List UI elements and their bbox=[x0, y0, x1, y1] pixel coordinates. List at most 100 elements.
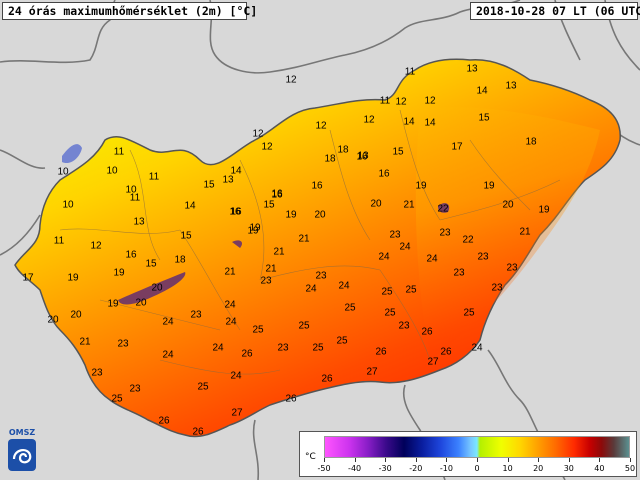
station-temperature-label: 23 bbox=[453, 268, 465, 279]
station-temperature-label: 24 bbox=[230, 371, 242, 382]
station-temperature-label: 15 bbox=[180, 231, 192, 242]
station-temperature-label: 13 bbox=[505, 81, 517, 92]
station-temperature-label: 20 bbox=[370, 199, 382, 210]
station-temperature-label: 25 bbox=[111, 394, 123, 405]
station-temperature-label: 14 bbox=[184, 201, 196, 212]
station-temperature-label: 24 bbox=[162, 350, 174, 361]
station-temperature-label: 15 bbox=[392, 147, 404, 158]
station-temperature-label: 16 bbox=[356, 152, 368, 163]
station-temperature-label: 24 bbox=[426, 254, 438, 265]
station-temperature-label: 21 bbox=[298, 234, 310, 245]
station-temperature-label: 13 bbox=[133, 217, 145, 228]
station-temperature-label: 13 bbox=[357, 151, 369, 162]
station-temperature-label: 14 bbox=[403, 117, 415, 128]
station-temperature-label: 19 bbox=[483, 181, 495, 192]
station-temperature-label: 23 bbox=[491, 283, 503, 294]
legend-ticks: -50 -40 -30 -20 -10 0 10 20 30 40 50 bbox=[317, 458, 635, 474]
station-temperature-label: 15 bbox=[145, 259, 157, 270]
lake-shape bbox=[62, 144, 82, 164]
station-temperature-label: 20 bbox=[47, 315, 59, 326]
legend-tick-mark bbox=[354, 458, 356, 462]
station-temperature-label: 25 bbox=[312, 343, 324, 354]
station-temperature-label: 13 bbox=[466, 64, 478, 75]
station-temperature-label: 23 bbox=[260, 276, 272, 287]
station-temperature-label: 10 bbox=[62, 200, 74, 211]
station-temperature-label: 25 bbox=[197, 382, 209, 393]
station-temperature-label: 11 bbox=[54, 236, 65, 247]
station-temperature-label: 24 bbox=[399, 242, 411, 253]
station-temperature-label: 11 bbox=[130, 193, 141, 204]
station-temperature-label: 18 bbox=[324, 154, 336, 165]
map-title: 24 órás maximumhőmérséklet (2m) [°C] bbox=[2, 2, 257, 20]
station-temperature-label: 12 bbox=[261, 142, 273, 153]
dark-water-north bbox=[438, 203, 450, 213]
legend-tick-label: -20 bbox=[409, 464, 423, 473]
legend-tick-label: 40 bbox=[594, 464, 605, 473]
legend-tick-mark bbox=[507, 458, 509, 462]
station-temperature-label: 23 bbox=[439, 228, 451, 239]
station-temperature-label: 19 bbox=[249, 223, 261, 234]
station-temperature-label: 24 bbox=[224, 300, 236, 311]
station-temperature-label: 20 bbox=[70, 310, 82, 321]
station-temperature-label: 20 bbox=[135, 298, 147, 309]
station-temperature-label: 27 bbox=[427, 357, 439, 368]
station-temperature-label: 12 bbox=[363, 115, 375, 126]
legend-tick-mark bbox=[477, 458, 478, 462]
station-temperature-label: 19 bbox=[113, 268, 125, 279]
legend-tick-mark bbox=[538, 458, 540, 462]
legend-tick-mark bbox=[324, 458, 325, 462]
station-temperature-label: 19 bbox=[415, 181, 427, 192]
station-temperature-label: 25 bbox=[381, 287, 393, 298]
legend-tick-label: -30 bbox=[378, 464, 392, 473]
legend-tick-label: 50 bbox=[624, 464, 636, 473]
station-temperature-label: 14 bbox=[230, 166, 242, 177]
legend-tick-label: -40 bbox=[348, 464, 362, 473]
station-temperature-label: 23 bbox=[91, 368, 103, 379]
color-legend: °C -50 -40 -30 -20 -10 0 10 20 30 40 50 bbox=[299, 431, 637, 477]
station-temperature-label: 16 bbox=[311, 181, 323, 192]
map-timestamp: 2018-10-28 07 LT (06 UTC) bbox=[470, 2, 640, 20]
station-temperature-label: 18 bbox=[337, 145, 349, 156]
legend-tick-mark bbox=[630, 458, 631, 462]
station-temperature-label: 16 bbox=[378, 169, 390, 180]
station-temperature-label: 22 bbox=[437, 204, 449, 215]
station-temperature-label: 21 bbox=[403, 200, 415, 211]
omsz-logo: OMSZ bbox=[4, 428, 40, 476]
station-temperature-label: 18 bbox=[174, 255, 186, 266]
station-temperature-label: 19 bbox=[67, 273, 79, 284]
station-temperature-label: 21 bbox=[224, 267, 236, 278]
station-temperature-label: 25 bbox=[344, 303, 356, 314]
station-temperature-label: 10 bbox=[125, 185, 137, 196]
station-temperature-label: 18 bbox=[525, 137, 537, 148]
legend-tick-mark bbox=[599, 458, 601, 462]
legend-tick-mark bbox=[385, 458, 387, 462]
station-temperature-label: 20 bbox=[502, 200, 514, 211]
station-temperature-label: 12 bbox=[395, 97, 407, 108]
station-temperature-label: 25 bbox=[405, 285, 417, 296]
station-temperature-label: 11 bbox=[114, 147, 125, 158]
station-temperature-label: 21 bbox=[273, 247, 285, 258]
station-temperature-label: 24 bbox=[212, 343, 224, 354]
station-temperature-label: 23 bbox=[190, 310, 202, 321]
station-temperature-label: 23 bbox=[117, 339, 129, 350]
station-temperature-label: 26 bbox=[440, 347, 452, 358]
station-temperature-label: 10 bbox=[106, 166, 118, 177]
station-temperature-label: 12 bbox=[424, 96, 436, 107]
balaton-lake bbox=[118, 272, 186, 305]
station-temperature-label: 11 bbox=[380, 96, 391, 107]
legend-tick-mark bbox=[568, 458, 570, 462]
station-temperature-label: 12 bbox=[285, 75, 297, 86]
station-temperature-label: 12 bbox=[315, 121, 327, 132]
station-temperature-label: 23 bbox=[389, 230, 401, 241]
station-temperature-label: 26 bbox=[375, 347, 387, 358]
station-temperature-label: 26 bbox=[192, 427, 204, 438]
station-temperature-label: 25 bbox=[252, 325, 264, 336]
station-temperature-label: 10 bbox=[57, 167, 69, 178]
station-temperature-label: 24 bbox=[162, 317, 174, 328]
station-temperature-label: 26 bbox=[285, 394, 297, 405]
logo-swirl-icon bbox=[8, 439, 36, 471]
station-temperature-label: 12 bbox=[252, 129, 264, 140]
legend-tick-label: -50 bbox=[317, 464, 331, 473]
station-temperature-label: 14 bbox=[424, 118, 436, 129]
station-temperature-label: 26 bbox=[241, 349, 253, 360]
